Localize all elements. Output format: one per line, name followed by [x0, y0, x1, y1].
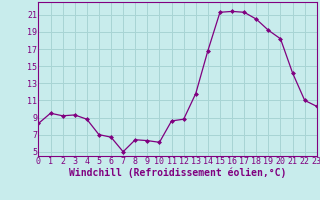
- X-axis label: Windchill (Refroidissement éolien,°C): Windchill (Refroidissement éolien,°C): [69, 168, 286, 178]
